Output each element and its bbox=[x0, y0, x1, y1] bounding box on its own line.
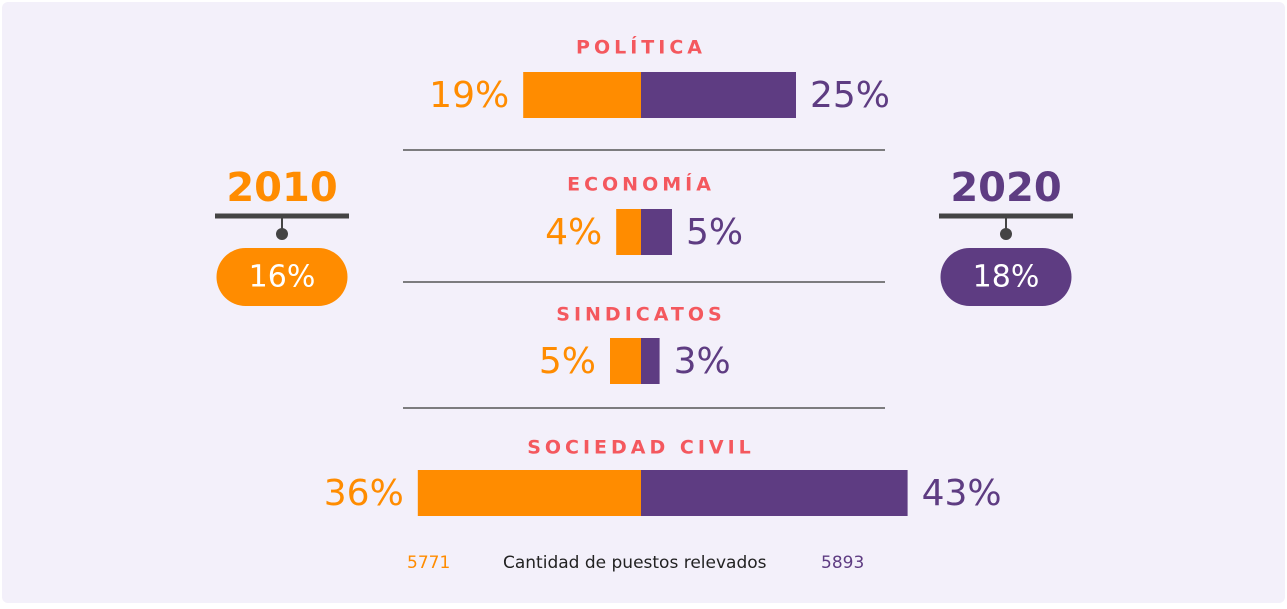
total-label: 16% bbox=[249, 260, 316, 295]
bar bbox=[641, 470, 908, 516]
bar bbox=[616, 209, 641, 255]
legend-year: 2010 bbox=[226, 165, 337, 211]
total-pill bbox=[216, 248, 348, 306]
legend-year: 2020 bbox=[950, 165, 1061, 211]
stem-dot bbox=[276, 228, 288, 240]
value-label: 4% bbox=[545, 212, 602, 253]
bar bbox=[641, 72, 796, 118]
bar bbox=[641, 338, 660, 384]
count-label: 5893 bbox=[821, 553, 864, 573]
total-pill bbox=[940, 248, 1072, 306]
bar bbox=[610, 338, 641, 384]
bar bbox=[523, 72, 641, 118]
value-label: 5% bbox=[539, 341, 596, 382]
total-label: 18% bbox=[973, 260, 1040, 295]
value-label: 43% bbox=[922, 473, 1002, 514]
value-label: 19% bbox=[429, 75, 509, 116]
stem-dot bbox=[1000, 228, 1012, 240]
category-label: POLÍTICA bbox=[576, 36, 706, 59]
value-label: 36% bbox=[324, 473, 404, 514]
category-label: ECONOMÍA bbox=[567, 173, 715, 196]
category-label: SOCIEDAD CIVIL bbox=[527, 437, 755, 459]
value-label: 25% bbox=[810, 75, 890, 116]
footer: Cantidad de puestos relevados bbox=[503, 553, 767, 573]
category-label: SINDICATOS bbox=[556, 304, 725, 326]
bar bbox=[641, 209, 672, 255]
bar bbox=[417, 470, 641, 516]
count-label: 5771 bbox=[407, 553, 450, 573]
value-label: 3% bbox=[674, 341, 731, 382]
value-label: 5% bbox=[686, 212, 743, 253]
